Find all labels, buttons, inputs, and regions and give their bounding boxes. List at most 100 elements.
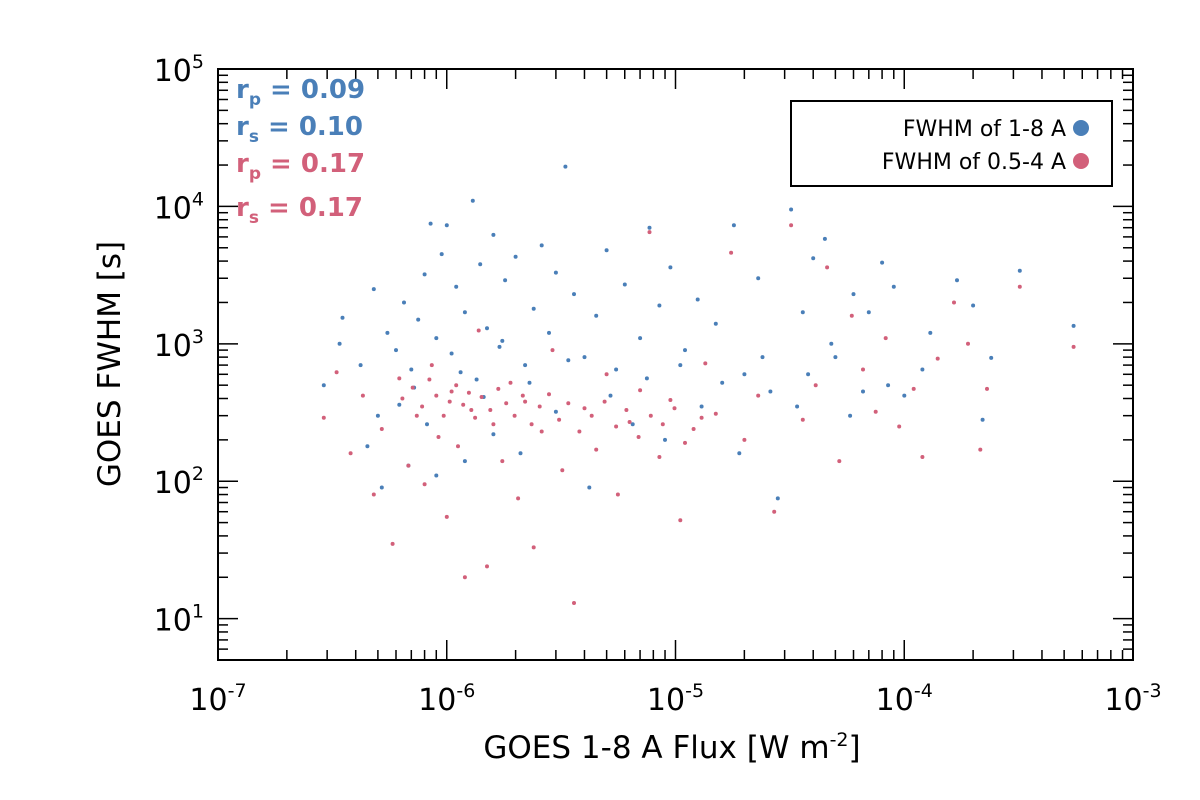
data-point-s2-38 bbox=[668, 398, 673, 402]
data-point-s1-54 bbox=[833, 355, 838, 360]
data-point-s1-77 bbox=[663, 437, 667, 442]
x-axis-title-sup: -2 bbox=[830, 729, 849, 751]
data-point-s1-35 bbox=[594, 313, 599, 318]
data-point-s1-76 bbox=[630, 422, 635, 427]
data-point-s1-74 bbox=[553, 409, 558, 414]
data-point-s1-94 bbox=[644, 376, 649, 381]
data-point-s1-42 bbox=[668, 265, 673, 270]
data-point-s2-43 bbox=[729, 250, 734, 255]
data-point-s1-67 bbox=[365, 444, 370, 449]
x-tick-label-3: 10-4 bbox=[876, 680, 933, 718]
data-point-s2-45 bbox=[756, 393, 761, 398]
data-point-s2-63 bbox=[985, 386, 989, 391]
data-point-s2-35 bbox=[638, 388, 643, 393]
data-point-s2-82 bbox=[520, 393, 525, 398]
data-point-s1-95 bbox=[678, 363, 683, 368]
data-point-s2-93 bbox=[636, 435, 641, 439]
data-point-s1-10 bbox=[416, 317, 421, 322]
data-point-s1-97 bbox=[760, 355, 765, 360]
data-point-s2-54 bbox=[873, 409, 878, 414]
data-point-s2-26 bbox=[539, 429, 544, 434]
data-point-s2-97 bbox=[683, 440, 687, 445]
data-point-s1-37 bbox=[614, 367, 619, 372]
data-point-s2-30 bbox=[582, 406, 587, 411]
data-point-s2-68 bbox=[420, 404, 425, 409]
data-point-s2-47 bbox=[789, 223, 794, 228]
data-point-s1-59 bbox=[902, 393, 907, 398]
data-point-s1-70 bbox=[434, 473, 439, 478]
data-point-s2-70 bbox=[434, 393, 439, 398]
data-point-s1-15 bbox=[444, 223, 449, 228]
data-point-s2-67 bbox=[410, 385, 415, 390]
data-point-s2-98 bbox=[699, 415, 704, 420]
data-point-s1-55 bbox=[851, 292, 856, 297]
data-point-s1-6 bbox=[385, 330, 390, 335]
data-point-s2-28 bbox=[560, 468, 565, 473]
data-point-s2-95 bbox=[660, 422, 665, 427]
data-point-s2-51 bbox=[837, 459, 842, 464]
data-point-s2-55 bbox=[883, 336, 888, 341]
data-point-s2-57 bbox=[911, 386, 916, 391]
data-point-s1-90 bbox=[500, 338, 505, 343]
data-point-s2-72 bbox=[447, 399, 452, 404]
data-point-s2-50 bbox=[825, 265, 830, 270]
data-point-s2-9 bbox=[414, 413, 419, 418]
data-point-s1-46 bbox=[731, 223, 736, 228]
data-point-s1-84 bbox=[920, 367, 925, 372]
stat-series2-spearman: rs = 0.17 bbox=[236, 193, 363, 228]
data-point-s2-62 bbox=[978, 447, 983, 452]
data-point-s1-98 bbox=[795, 404, 800, 409]
data-point-s1-27 bbox=[523, 363, 528, 368]
data-point-s2-89 bbox=[589, 413, 594, 418]
data-point-s1-83 bbox=[886, 383, 891, 388]
y-tick-label-4: 105 bbox=[154, 51, 204, 89]
data-point-s2-66 bbox=[400, 396, 405, 401]
data-point-s1-64 bbox=[989, 355, 994, 360]
data-point-s1-41 bbox=[657, 303, 662, 308]
data-point-s1-56 bbox=[866, 310, 871, 315]
data-point-s1-92 bbox=[566, 358, 571, 363]
data-point-s1-8 bbox=[402, 300, 406, 305]
data-point-s1-91 bbox=[527, 380, 532, 385]
data-point-s1-25 bbox=[503, 278, 508, 283]
data-point-s2-88 bbox=[577, 429, 582, 434]
data-point-s1-24 bbox=[497, 344, 502, 349]
data-point-s2-86 bbox=[557, 417, 562, 422]
data-point-s1-22 bbox=[485, 326, 489, 331]
data-point-s2-48 bbox=[800, 417, 805, 422]
data-point-s1-33 bbox=[572, 292, 576, 297]
data-point-s1-28 bbox=[531, 306, 536, 311]
data-point-s2-64 bbox=[1017, 284, 1022, 289]
data-point-s1-68 bbox=[379, 485, 384, 490]
data-point-s2-74 bbox=[461, 402, 466, 407]
data-point-s2-18 bbox=[476, 328, 481, 333]
data-point-s2-8 bbox=[406, 463, 411, 468]
data-point-s2-21 bbox=[500, 459, 505, 464]
data-point-s1-4 bbox=[371, 287, 376, 292]
data-point-s2-69 bbox=[427, 377, 432, 382]
data-point-s1-71 bbox=[462, 459, 467, 464]
data-point-s2-34 bbox=[627, 420, 632, 424]
data-point-s1-52 bbox=[811, 256, 816, 261]
data-point-s1-49 bbox=[775, 496, 780, 501]
data-point-s2-81 bbox=[512, 413, 517, 418]
data-point-s1-18 bbox=[462, 310, 467, 315]
data-point-s1-16 bbox=[449, 351, 454, 356]
data-point-s2-87 bbox=[566, 401, 571, 406]
data-point-s2-14 bbox=[449, 389, 454, 394]
legend-box bbox=[790, 100, 1113, 187]
data-point-s2-37 bbox=[657, 455, 662, 459]
data-point-s1-40 bbox=[647, 225, 652, 230]
data-point-s1-13 bbox=[434, 336, 439, 341]
data-point-s2-83 bbox=[529, 422, 534, 427]
data-point-s2-10 bbox=[422, 482, 427, 487]
data-point-s2-58 bbox=[920, 455, 925, 459]
legend: FWHM of 1-8 A FWHM of 0.5-4 A bbox=[790, 100, 1113, 187]
data-point-s1-12 bbox=[428, 221, 433, 226]
data-point-s2-76 bbox=[473, 415, 478, 420]
data-point-s1-75 bbox=[587, 485, 592, 490]
data-point-s2-78 bbox=[488, 408, 493, 412]
data-point-s1-47 bbox=[742, 372, 747, 377]
data-point-s1-53 bbox=[822, 236, 827, 241]
y-axis-title: GOES FWHM [s] bbox=[92, 241, 128, 487]
